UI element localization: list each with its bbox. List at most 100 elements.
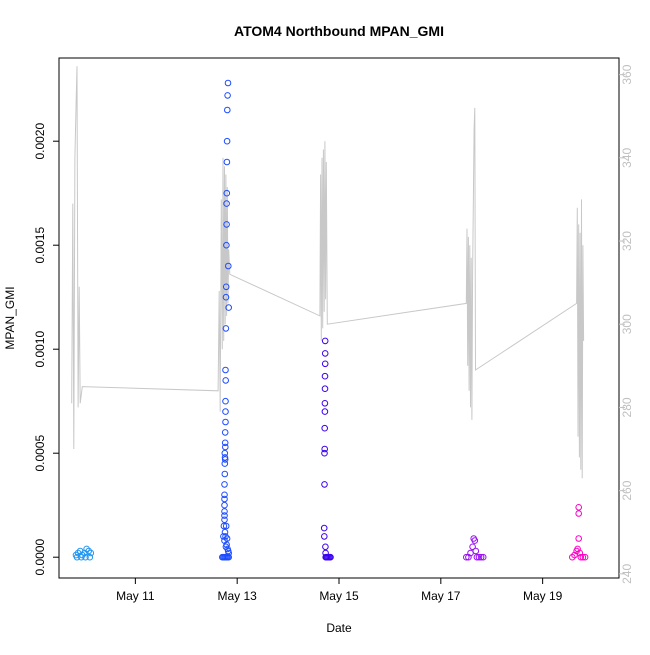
data-point bbox=[221, 528, 229, 536]
data-point bbox=[222, 366, 229, 374]
x-tick-label: May 13 bbox=[218, 589, 258, 603]
data-point bbox=[225, 553, 232, 561]
data-point bbox=[223, 158, 231, 166]
data-point bbox=[73, 553, 81, 561]
data-point bbox=[82, 553, 89, 561]
data-point bbox=[472, 547, 480, 555]
x-tick-label: May 19 bbox=[523, 589, 563, 603]
data-point bbox=[321, 400, 329, 407]
data-point bbox=[569, 553, 576, 561]
data-point bbox=[221, 481, 228, 488]
data-point bbox=[223, 541, 230, 549]
y-tick-label: 0.0020 bbox=[33, 123, 47, 160]
data-point bbox=[221, 495, 228, 503]
y2-tick-label: 280 bbox=[620, 397, 634, 417]
y-tick-label: 0.0005 bbox=[33, 435, 47, 472]
x-tick-label: May 17 bbox=[421, 589, 461, 603]
data-point bbox=[473, 553, 481, 561]
data-point bbox=[576, 549, 584, 557]
secondary-y-axis: 240 260 280 300 320 340 360 bbox=[619, 64, 634, 584]
y2-tick-label: 360 bbox=[620, 64, 634, 84]
secondary-line-layer bbox=[71, 66, 585, 479]
data-point bbox=[575, 535, 583, 542]
data-point bbox=[321, 533, 328, 540]
data-point bbox=[221, 508, 228, 515]
data-point bbox=[321, 372, 329, 380]
data-point bbox=[575, 504, 583, 511]
chart-title: ATOM4 Northbound MPAN_GMI bbox=[234, 23, 444, 39]
y-tick-label: 0.0015 bbox=[33, 227, 47, 264]
data-point bbox=[579, 553, 587, 561]
data-point bbox=[86, 553, 94, 561]
data-point bbox=[223, 241, 230, 249]
data-point bbox=[221, 449, 229, 457]
data-point bbox=[327, 553, 334, 561]
data-point bbox=[222, 408, 229, 415]
data-point bbox=[577, 553, 585, 561]
data-point bbox=[223, 535, 231, 542]
data-point bbox=[479, 553, 487, 561]
data-point bbox=[477, 553, 485, 561]
data-point bbox=[222, 418, 229, 426]
data-point bbox=[87, 549, 95, 557]
data-point bbox=[321, 445, 329, 453]
data-point bbox=[463, 553, 470, 561]
data-point bbox=[221, 460, 229, 467]
data-point bbox=[225, 304, 232, 311]
data-point bbox=[320, 524, 328, 532]
data-point bbox=[222, 443, 229, 451]
data-point bbox=[321, 337, 329, 345]
x-axis: May 11 May 13 May 15 May 17 May 19 bbox=[116, 578, 563, 603]
data-point bbox=[321, 424, 329, 432]
data-point bbox=[224, 79, 232, 87]
data-point bbox=[221, 456, 229, 463]
y-axis: 0.0000 0.0005 0.0010 0.0015 0.0020 bbox=[33, 123, 59, 576]
data-point bbox=[222, 397, 229, 405]
data-point bbox=[221, 439, 229, 447]
data-point bbox=[321, 408, 329, 415]
scatter-points-layer bbox=[72, 79, 589, 561]
data-point bbox=[321, 449, 328, 457]
data-point bbox=[223, 137, 231, 145]
data-point bbox=[78, 553, 85, 561]
y2-tick-label: 320 bbox=[620, 231, 634, 251]
data-point bbox=[322, 543, 329, 551]
data-point bbox=[581, 553, 589, 561]
y2-tick-label: 340 bbox=[620, 148, 634, 168]
y2-tick-label: 240 bbox=[620, 564, 634, 584]
data-point bbox=[221, 501, 228, 509]
y2-tick-label: 260 bbox=[620, 480, 634, 500]
data-point bbox=[321, 360, 329, 368]
data-point bbox=[221, 512, 228, 519]
data-point bbox=[83, 545, 90, 553]
secondary-series-line bbox=[71, 66, 585, 479]
data-point bbox=[469, 543, 476, 551]
data-point bbox=[222, 325, 230, 332]
data-point bbox=[223, 200, 230, 207]
data-point bbox=[221, 516, 228, 524]
data-point bbox=[223, 221, 230, 228]
data-point bbox=[221, 491, 228, 499]
x-tick-label: May 15 bbox=[319, 589, 359, 603]
y-axis-label: MPAN_GMI bbox=[3, 286, 17, 349]
data-point bbox=[471, 537, 479, 544]
data-point bbox=[225, 262, 232, 270]
data-point bbox=[575, 510, 583, 517]
data-point bbox=[222, 522, 230, 530]
data-point bbox=[222, 293, 230, 301]
data-point bbox=[222, 377, 229, 384]
data-point bbox=[321, 350, 329, 357]
data-point bbox=[220, 522, 228, 530]
y-tick-label: 0.0000 bbox=[33, 539, 47, 576]
data-point bbox=[224, 92, 231, 99]
x-tick-label: May 11 bbox=[116, 589, 155, 603]
data-point bbox=[222, 283, 230, 291]
x-axis-label: Date bbox=[326, 621, 352, 635]
data-point bbox=[223, 189, 231, 197]
data-point bbox=[321, 481, 328, 488]
data-point bbox=[221, 429, 229, 436]
data-point bbox=[475, 553, 483, 561]
y-tick-label: 0.0010 bbox=[33, 331, 47, 368]
